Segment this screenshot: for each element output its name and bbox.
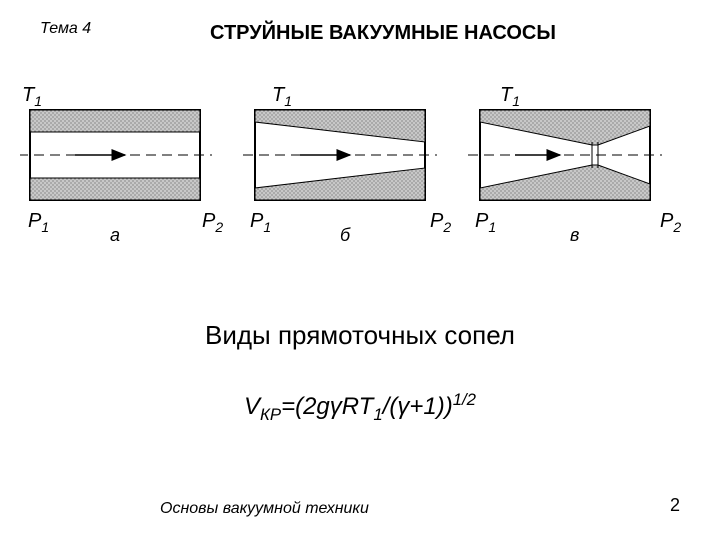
p2-label-a: P2 [202, 210, 223, 235]
sublabel-a: а [110, 225, 120, 246]
p1-label-c: P1 [475, 210, 496, 235]
formula-text: VКР=(2gγRT1/(γ+1))1/2 [244, 393, 476, 420]
nozzle-diagram [20, 80, 700, 240]
page-title: СТРУЙНЫЕ ВАКУУМНЫЕ НАСОСЫ [210, 22, 556, 45]
topic-label: Тема 4 [40, 20, 91, 38]
nozzle-svg [20, 80, 700, 260]
p2-label-c: P2 [660, 210, 681, 235]
sublabel-b: б [340, 225, 350, 246]
t1-label-c: T1 [500, 84, 520, 109]
p1-label-a: P1 [28, 210, 49, 235]
page-number: 2 [670, 495, 680, 516]
sublabel-v: в [570, 225, 579, 246]
subtitle: Виды прямоточных сопел [0, 320, 720, 351]
p2-label-b: P2 [430, 210, 451, 235]
footer-text: Основы вакуумной техники [160, 500, 369, 518]
formula: VКР=(2gγRT1/(γ+1))1/2 [0, 390, 720, 425]
p1-label-b: P1 [250, 210, 271, 235]
t1-label-a: T1 [22, 84, 42, 109]
t1-label-b: T1 [272, 84, 292, 109]
